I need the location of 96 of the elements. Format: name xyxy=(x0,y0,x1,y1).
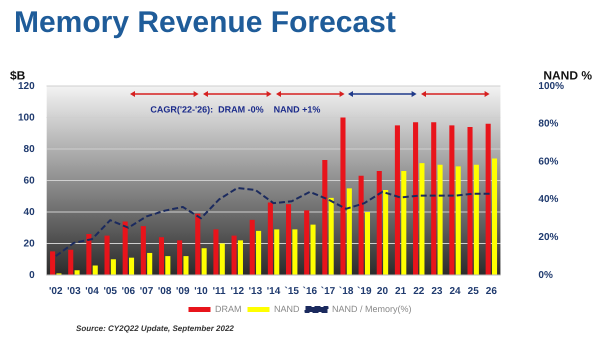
bar xyxy=(383,190,388,274)
bar xyxy=(449,125,454,274)
y2-tick-label: 0% xyxy=(538,270,553,281)
x-tick-label: 21 xyxy=(395,286,407,297)
bar xyxy=(492,158,498,274)
bar xyxy=(232,236,237,274)
x-tick-label: '06 xyxy=(122,286,136,297)
bar xyxy=(364,212,370,274)
annotation: CAGR('22-'26): DRAM -0% NAND +1% xyxy=(150,104,320,114)
y2-tick-label: 100% xyxy=(538,80,564,92)
x-tick-label: 26 xyxy=(486,286,498,297)
bar xyxy=(238,240,243,274)
x-tick-label: '03 xyxy=(67,286,82,297)
bar xyxy=(177,240,182,274)
x-tick-label: 25 xyxy=(468,286,480,297)
bar xyxy=(147,252,152,274)
bar xyxy=(165,256,170,274)
x-tick-label: '14 xyxy=(266,286,281,297)
x-tick-label: '10 xyxy=(194,286,208,297)
bar xyxy=(438,164,443,274)
bar xyxy=(158,237,164,274)
line-series xyxy=(54,187,492,258)
y-tick-label: 100 xyxy=(18,112,36,124)
bar xyxy=(122,221,128,274)
bar xyxy=(140,226,146,274)
x-tick-label: '02 xyxy=(49,286,63,297)
bar xyxy=(86,234,92,274)
x-tick-label: 23 xyxy=(431,286,443,297)
x-tick-label: '08 xyxy=(158,286,172,297)
y2-tick-label: 60% xyxy=(538,156,559,168)
bar xyxy=(256,230,262,274)
bar xyxy=(328,198,334,274)
bar xyxy=(358,176,364,274)
y2-tick-label: 40% xyxy=(538,194,559,206)
bar xyxy=(310,224,316,274)
bar xyxy=(413,122,418,274)
bar xyxy=(486,124,491,274)
x-tick-label: `18 xyxy=(338,286,354,297)
bar xyxy=(401,171,406,274)
y2-tick-label: 80% xyxy=(538,118,559,130)
bar xyxy=(268,202,273,274)
bar xyxy=(183,256,189,274)
bar xyxy=(104,236,110,274)
y2-tick-label: 20% xyxy=(538,232,559,243)
y-tick-label: 80 xyxy=(24,144,36,155)
bar xyxy=(274,229,280,274)
bar xyxy=(68,250,74,274)
bar xyxy=(304,210,310,274)
bar xyxy=(50,251,56,274)
bar xyxy=(431,122,436,274)
y-tick-label: 20 xyxy=(24,238,36,250)
y-tick-label: 60 xyxy=(24,175,36,186)
y-tick-label: 40 xyxy=(24,206,36,218)
bar xyxy=(419,163,424,274)
x-tick-label: 24 xyxy=(449,286,462,297)
y-tick-label: 120 xyxy=(18,80,36,92)
bar xyxy=(110,259,116,274)
y-axis-title: $B xyxy=(10,68,26,82)
bar xyxy=(213,229,218,274)
bar xyxy=(202,248,207,274)
x-tick-label: '13 xyxy=(248,286,263,297)
x-tick-label: '05 xyxy=(103,286,118,297)
chart-title: Memory Revenue Forecast xyxy=(14,6,396,40)
bar xyxy=(456,166,461,274)
legend-label: NAND / Memory(%) xyxy=(332,304,412,314)
legend-label: NAND xyxy=(274,304,300,314)
bar xyxy=(394,125,400,274)
x-tick-label: `16 xyxy=(302,286,318,297)
bar xyxy=(128,258,134,274)
bar xyxy=(195,214,200,274)
source-note: Source: CY2Q22 Update, September 2022 xyxy=(76,324,234,333)
bar xyxy=(340,118,346,274)
x-tick-label: `17 xyxy=(320,286,336,297)
x-tick-label: '07 xyxy=(140,286,154,297)
x-tick-label: `19 xyxy=(357,286,372,297)
x-tick-label: 22 xyxy=(413,286,425,297)
bar xyxy=(286,204,292,274)
y2-axis-title: NAND % xyxy=(543,68,592,82)
x-tick-label: '11 xyxy=(212,286,226,297)
bar xyxy=(92,266,98,274)
bar xyxy=(474,164,479,274)
x-tick-label: '12 xyxy=(230,286,244,297)
bar xyxy=(467,126,473,274)
bar xyxy=(346,188,352,274)
bar xyxy=(322,160,328,274)
x-tick-label: '09 xyxy=(176,286,190,297)
bar xyxy=(376,171,382,274)
legend-label: DRAM xyxy=(215,304,242,314)
x-tick-label: 20 xyxy=(376,286,388,297)
bar xyxy=(292,229,298,274)
y-tick-label: 0 xyxy=(29,270,36,281)
x-tick-label: `15 xyxy=(284,286,300,297)
bar xyxy=(220,244,225,274)
bar xyxy=(250,220,255,274)
bar xyxy=(74,270,80,274)
x-tick-label: '04 xyxy=(85,286,100,297)
